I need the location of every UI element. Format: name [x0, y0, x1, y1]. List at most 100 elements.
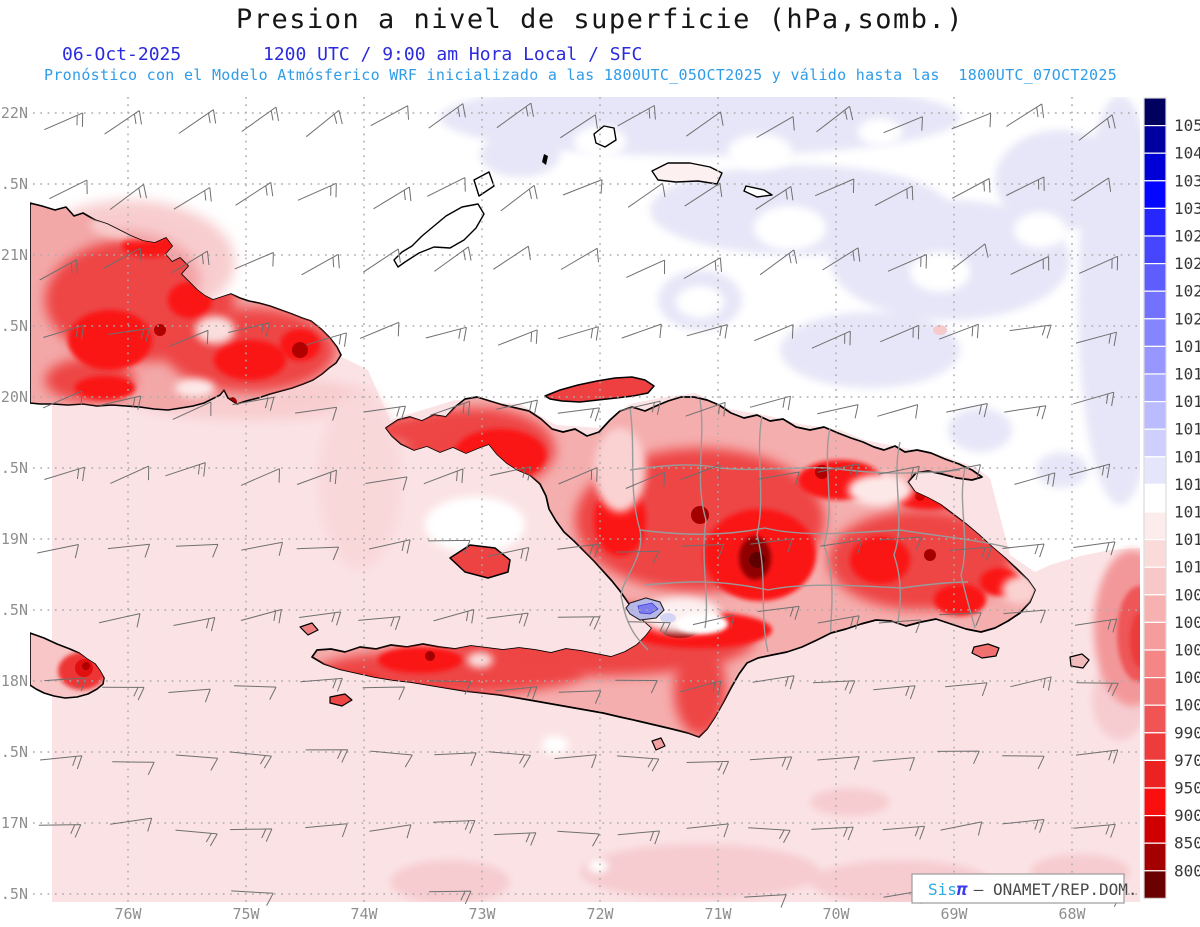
wind-barb	[557, 407, 600, 422]
wind-barb	[560, 114, 598, 139]
pressure-colorbar: 1050 1040 1035 1030 1028 1025 1022 1020 1019 1018…	[1143, 97, 1200, 899]
wind-barb	[880, 324, 920, 343]
wind-barbs	[37, 102, 1121, 908]
wind-barb	[497, 329, 538, 346]
datetime-line: 06-Oct-2025 1200 UTC / 9:00 am Hora Loca…	[0, 44, 1200, 128]
wind-barb	[750, 538, 793, 553]
wind-barb	[820, 539, 863, 554]
wind-barb	[883, 116, 923, 134]
wind-barb	[817, 615, 860, 630]
wind-barb	[759, 249, 798, 276]
lat-label: 17N	[1, 814, 28, 832]
colorbar-block	[1143, 732, 1167, 761]
wind-barb	[99, 395, 142, 410]
wind-barb	[557, 326, 599, 341]
wind-barb	[168, 688, 211, 703]
wind-barb	[428, 103, 466, 129]
lon-label: 71W	[704, 905, 732, 923]
colorbar-label: 1030	[1174, 199, 1200, 218]
wind-barb	[680, 464, 721, 481]
saona-island	[971, 643, 1000, 659]
wind-barb	[878, 465, 920, 481]
colorbar-label: 1017	[1174, 392, 1200, 411]
colorbar-label: 1040	[1174, 144, 1200, 163]
wind-barb	[1073, 541, 1116, 556]
wind-barb	[939, 612, 982, 626]
colorbar-label: 1028	[1174, 227, 1200, 246]
small-pink-spot	[933, 325, 947, 335]
wind-barb	[38, 824, 82, 838]
lat-label: 9.5N	[0, 459, 28, 477]
wind-barb	[107, 543, 151, 558]
wind-barb	[373, 186, 412, 210]
colorbar-label: 1016	[1174, 420, 1200, 439]
wind-barb	[557, 616, 601, 630]
wind-barb	[110, 817, 153, 832]
wind-barb	[683, 257, 722, 279]
wind-barb	[233, 685, 277, 700]
wind-barb	[429, 680, 472, 695]
wind-barb	[619, 400, 661, 415]
wind-barb	[44, 466, 85, 482]
wind-barb	[434, 246, 472, 272]
colorbar-label: 1004	[1174, 641, 1200, 660]
wind-barb	[305, 823, 348, 838]
wind-barb	[817, 404, 859, 419]
wind-barb	[500, 185, 538, 212]
wind-barb	[946, 403, 988, 418]
wind-barb	[1014, 472, 1056, 487]
wind-barb	[940, 821, 983, 836]
wind-barb	[626, 259, 666, 278]
colorbar-label: 1025	[1174, 254, 1200, 273]
lon-label: 68W	[1058, 905, 1086, 923]
haiti-dr-border	[620, 407, 649, 651]
wind-barb	[686, 823, 729, 838]
wind-barb	[169, 329, 209, 347]
wind-barb	[104, 110, 142, 135]
small-northern-islands	[393, 125, 773, 268]
colorbar-block	[1143, 263, 1167, 292]
wind-barb	[487, 547, 530, 562]
wind-barb	[949, 546, 993, 561]
wind-barb	[873, 685, 916, 700]
wind-barb	[615, 679, 658, 694]
wind-barb	[228, 322, 270, 337]
wind-barb	[1075, 618, 1118, 633]
watermark: Sisπ – ONAMET/REP.DOM.	[911, 873, 1138, 904]
wind-barb	[681, 543, 725, 558]
wind-barb	[175, 543, 219, 558]
wind-barb	[305, 749, 349, 763]
model-init-line: Pronóstico con el Modelo Atmósferico WRF…	[44, 66, 1118, 84]
lon-label: 73W	[468, 905, 496, 923]
wind-barb	[1069, 463, 1111, 478]
tiny-cay	[542, 154, 548, 165]
wind-barb	[241, 541, 283, 556]
wind-barb	[558, 467, 598, 485]
wind-barb	[1006, 176, 1045, 196]
colorbar-label: 950	[1174, 779, 1200, 798]
latlon-grid	[33, 97, 1140, 902]
wind-barb	[173, 187, 212, 210]
colorbar-label: 1006	[1174, 613, 1200, 632]
wind-barb	[684, 182, 723, 207]
colorbar-label: 850	[1174, 834, 1200, 853]
wind-barb	[493, 832, 537, 846]
colorbar-block	[1143, 594, 1167, 623]
lat-label: 21N	[1, 246, 28, 264]
colorbar-block	[1143, 704, 1167, 734]
colorbar-label: 1013	[1174, 503, 1200, 522]
colorbar-label: 1008	[1174, 585, 1200, 604]
lon-label: 76W	[114, 905, 142, 923]
wind-barb	[951, 112, 992, 130]
lon-label: 69W	[940, 905, 968, 923]
wind-barb	[43, 324, 84, 340]
colorbar-block	[1143, 870, 1167, 899]
colorbar-block	[1143, 483, 1167, 513]
wind-barb	[1073, 391, 1115, 407]
lat-label: 0.5N	[0, 317, 28, 335]
wind-barb	[749, 756, 793, 771]
wind-barb	[554, 754, 597, 769]
lat-label: 8.5N	[0, 601, 28, 619]
wind-barb	[296, 469, 337, 485]
